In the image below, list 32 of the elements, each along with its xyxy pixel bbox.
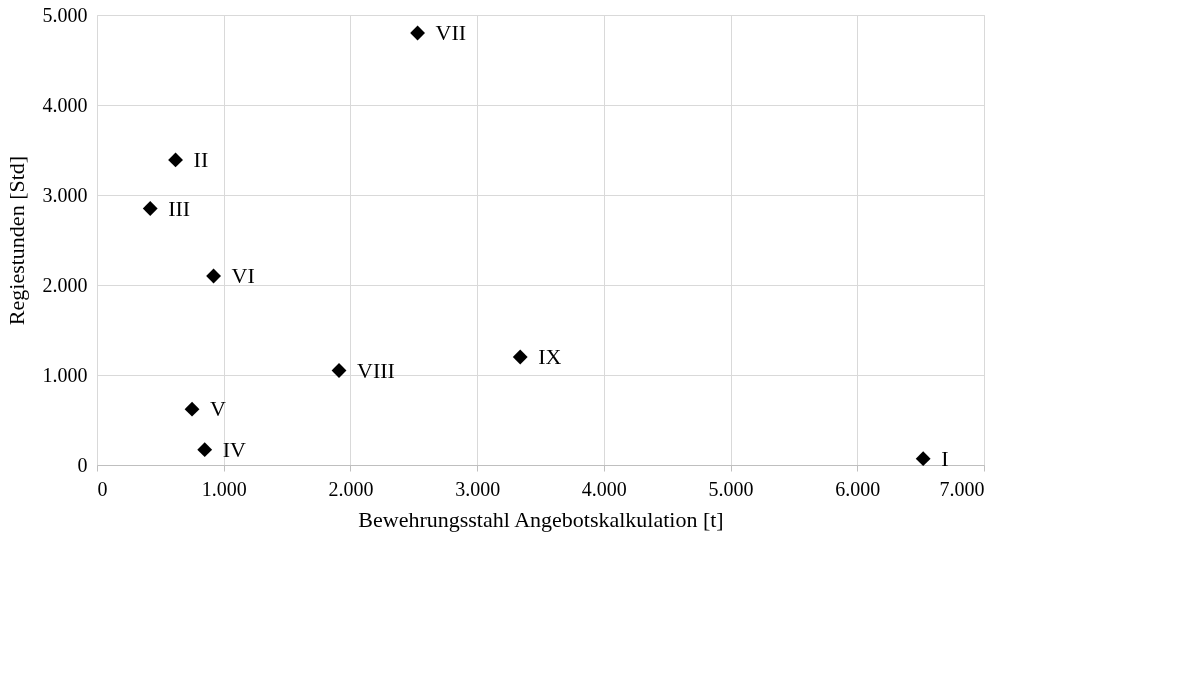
x-tick-label: 4.000: [581, 477, 627, 500]
annotation: II: [193, 146, 209, 172]
annotation: III: [168, 195, 191, 221]
point: [915, 451, 931, 467]
y-tick-label: 5.000: [42, 3, 88, 26]
annotation: VI: [231, 263, 255, 288]
x-tick-label: 6.000: [835, 477, 881, 500]
annotation: IX: [538, 344, 562, 369]
y-axis-title: Regiestunden [Std]: [3, 155, 29, 326]
annotation: VII: [435, 20, 467, 45]
x-axis-title: Bewehrungsstahl Angebotskalkulation [t]: [358, 506, 724, 532]
point: [410, 25, 425, 41]
point: [168, 152, 183, 168]
point: [197, 442, 213, 458]
x-tick-label: 2.000: [328, 477, 374, 500]
annotation: IV: [222, 436, 247, 462]
x-tick-label: 0: [97, 477, 108, 500]
point: [512, 349, 528, 365]
y-tick-label: 0: [77, 453, 88, 476]
point: [184, 401, 200, 417]
x-tick-label: 5.000: [708, 477, 754, 500]
y-tick-label: 1.000: [42, 363, 88, 386]
y-tick-label: 3.000: [42, 183, 88, 206]
x-tick-label: 7.000: [939, 477, 985, 500]
point: [142, 201, 158, 216]
y-tick-label: 4.000: [42, 93, 88, 116]
annotation: V: [210, 396, 227, 422]
y-tick-label: 2.000: [42, 273, 88, 296]
x-tick-label: 3.000: [455, 477, 501, 500]
annotation: VIII: [357, 357, 395, 383]
x-tick-label: 1.000: [201, 477, 247, 500]
annotation: I: [941, 445, 949, 471]
